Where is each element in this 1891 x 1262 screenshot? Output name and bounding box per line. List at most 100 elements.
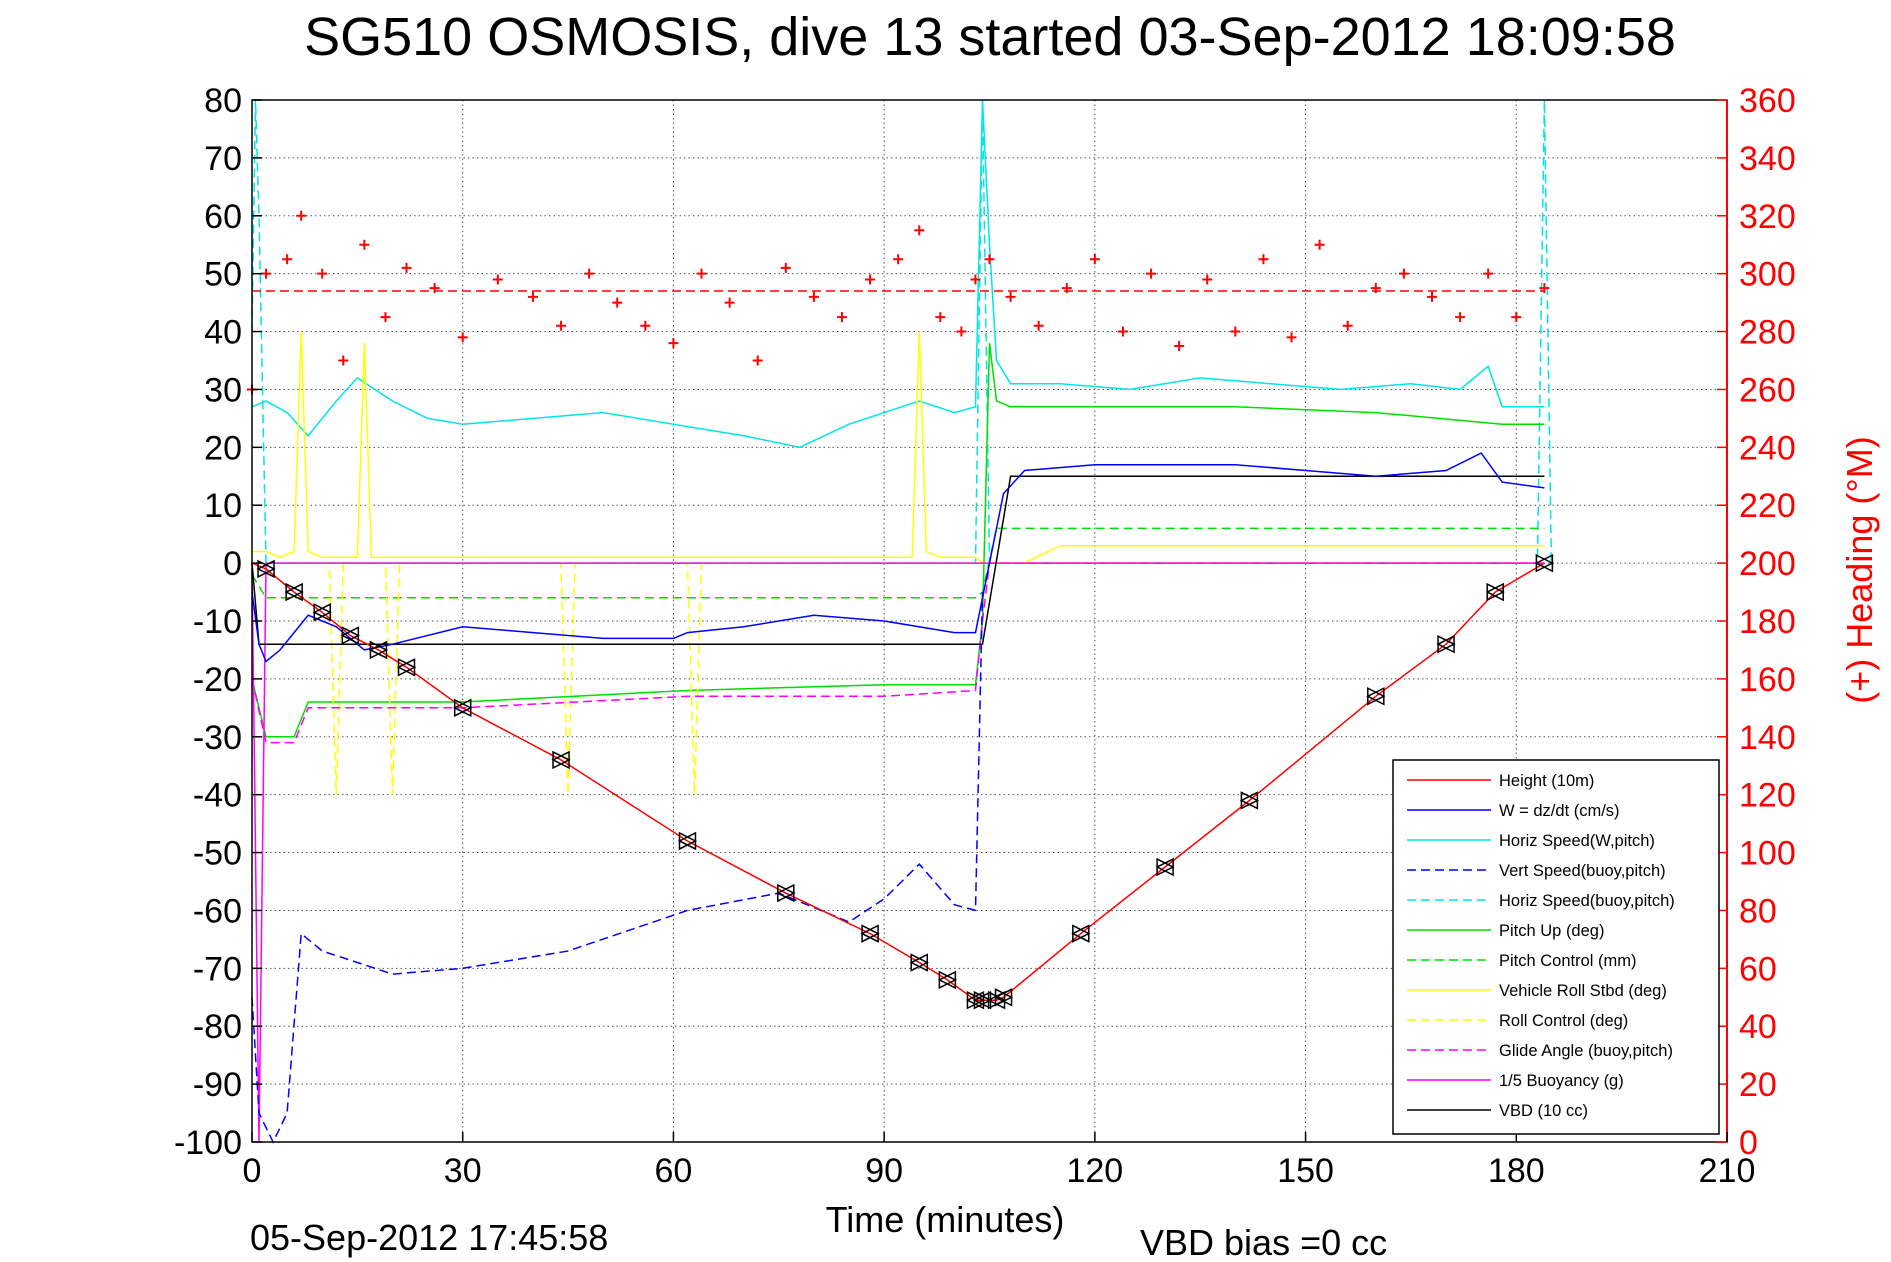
legend-entry: Vert Speed(buoy,pitch) (1499, 862, 1666, 880)
height-marker (1366, 687, 1386, 706)
height-marker (1436, 634, 1456, 654)
series-glide-angle-buoy-pitch (251, 562, 1545, 744)
y2-tick-label: 260 (1739, 371, 1796, 409)
x-tick-label: 90 (865, 1152, 903, 1190)
y2-tick-label: 20 (1739, 1066, 1777, 1104)
legend-entry: Pitch Up (deg) (1499, 922, 1604, 940)
height-marker (1155, 857, 1175, 877)
y2-tick-label: 140 (1739, 719, 1796, 757)
heading-point (1427, 291, 1437, 302)
heading-point (527, 291, 538, 302)
y-tick-label: -80 (193, 1008, 242, 1046)
y-tick-label: 10 (204, 487, 242, 525)
legend-entry: 1/5 Buoyancy (g) (1499, 1072, 1624, 1090)
legend-entry: W = dz/dt (cm/s) (1499, 802, 1620, 820)
series-height-10m (251, 562, 1545, 1001)
height-marker (860, 924, 880, 943)
heading-point (1342, 320, 1353, 331)
y2-tick-label: 80 (1739, 892, 1777, 930)
y2-tick-label: 300 (1739, 256, 1796, 294)
heading-point (1511, 312, 1522, 323)
heading-point (359, 239, 370, 250)
legend-entry: Height (10m) (1499, 772, 1594, 790)
series-vert-speed-buoy-pitch (251, 592, 984, 1144)
heading-point (1370, 283, 1381, 294)
footer-vbd-bias: VBD bias =0 cc (1140, 1222, 1387, 1262)
legend-box (1392, 759, 1720, 1135)
heading-point (668, 338, 679, 349)
y2-tick-label: 60 (1739, 950, 1777, 988)
y2-tick-label: 220 (1739, 487, 1796, 525)
heading-point (780, 262, 791, 273)
heading-point (1539, 283, 1550, 294)
heading-point (893, 254, 904, 265)
x-tick-label: 180 (1488, 1152, 1545, 1190)
heading-point (612, 297, 623, 308)
legend-entry: Horiz Speed(buoy,pitch) (1499, 892, 1675, 910)
heading-point (1314, 239, 1325, 250)
y-tick-label: -40 (193, 777, 242, 815)
series-vehicle-roll-stbd-deg (252, 331, 1545, 564)
heading-point (1061, 283, 1072, 294)
y2-tick-label: 180 (1739, 603, 1796, 641)
y2-tick-label: 360 (1739, 82, 1796, 120)
height-marker (284, 582, 304, 602)
heading-point (956, 326, 967, 337)
legend-entry: Horiz Speed(W,pitch) (1499, 832, 1655, 850)
x-tick-label: 60 (655, 1152, 693, 1190)
left-axis: -100-90-80-70-60-50-40-30-20-10010203040… (174, 82, 262, 1162)
heading-point (696, 268, 707, 279)
y-tick-label: 80 (204, 82, 242, 120)
height-marker (1534, 553, 1555, 573)
heading-point (492, 274, 503, 285)
legend: Height (10m) W = dz/dt (cm/s) Horiz Speed(… (1392, 759, 1720, 1135)
y2-tick-label: 120 (1739, 777, 1796, 815)
y2-tick-label: 100 (1739, 835, 1796, 873)
heading-point (1202, 274, 1213, 285)
x-tick-label: 150 (1277, 1152, 1334, 1190)
y2-tick-label: 320 (1739, 198, 1796, 236)
y-tick-label: 50 (204, 256, 242, 294)
y2-tick-label: 280 (1739, 314, 1796, 352)
heading-point (1455, 312, 1466, 323)
height-marker (551, 750, 571, 770)
height-marker (972, 990, 993, 1010)
y2-tick-label: 40 (1739, 1008, 1777, 1046)
height-marker (453, 698, 473, 718)
heading-point (1398, 268, 1409, 279)
series-vbd-10-cc (251, 475, 1545, 645)
heading-point (261, 268, 272, 279)
bottom-axis: 0 30 60 90 120 150 180 210 (243, 1132, 1755, 1190)
heading-point (935, 312, 946, 323)
legend-entry: Glide Angle (buoy,pitch) (1499, 1042, 1673, 1060)
x-tick-label: 30 (444, 1152, 482, 1190)
heading-point (724, 297, 735, 308)
y-tick-label: 60 (204, 198, 242, 236)
heading-point (808, 291, 819, 302)
height-marker (1071, 924, 1091, 943)
heading-point (640, 320, 651, 331)
legend-entry: Pitch Control (mm) (1499, 952, 1637, 970)
heading-point (429, 283, 440, 294)
height-marker (1485, 582, 1505, 602)
footer-timestamp: 05-Sep-2012 17:45:58 (250, 1217, 608, 1258)
right-axis: 0 20 40 60 80 100 120 140 160 180 200 220 240 260 280 3… (1717, 82, 1796, 1162)
height-marker (368, 640, 389, 660)
y-tick-label: 70 (204, 140, 242, 178)
heading-point (1483, 268, 1494, 279)
heading-point (1117, 326, 1128, 337)
series-layer (251, 99, 1553, 1144)
heading-point (401, 262, 412, 273)
height-marker (1239, 791, 1260, 810)
heading-point (457, 332, 468, 343)
y-tick-label: 40 (204, 314, 242, 352)
legend-entry: Roll Control (deg) (1499, 1012, 1628, 1030)
heading-point (1258, 254, 1269, 265)
heading-point (1286, 332, 1297, 343)
y-tick-label: -30 (193, 719, 242, 757)
y-tick-label: -90 (193, 1066, 242, 1104)
heading-point (1033, 320, 1044, 331)
heading-point (1230, 326, 1241, 337)
heading-point (970, 274, 981, 285)
